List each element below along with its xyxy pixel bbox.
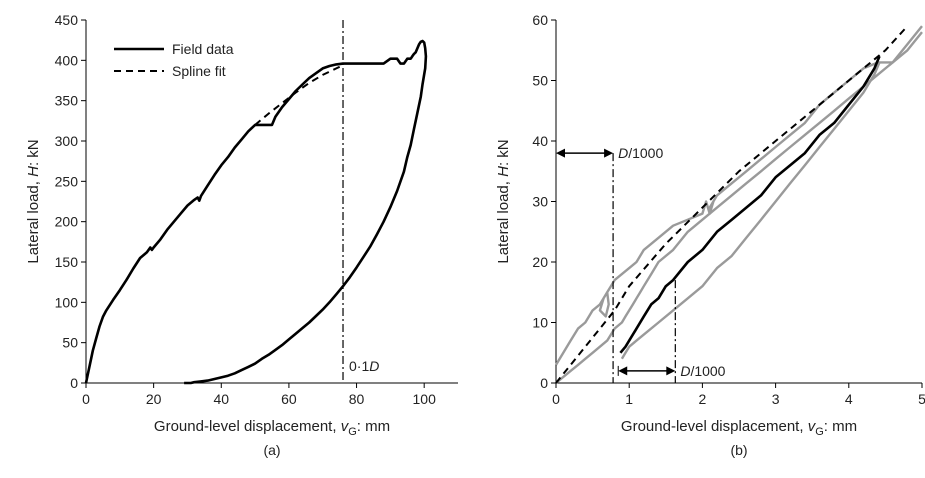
y-tick-label: 20 [532,254,548,270]
x-tick-label: 80 [349,391,365,407]
dimension-label-text: /1000 [690,363,725,379]
y-tick-label: 150 [55,254,79,270]
x-axis-label-subscript: G [348,426,357,438]
y-axis-label-text: Lateral load, [25,177,42,264]
arrow-head-right [604,148,614,158]
panel-a: 0 20 40 60 80 100 0 50 100 150 200 250 300 350 400 450 G… [25,12,458,458]
series-line-field-data [84,39,428,385]
x-tick-label: 20 [146,391,162,407]
arrow-head-left [618,366,628,376]
x-tick-label: 1 [625,391,633,407]
y-axis-label: Lateral load, H: kN [495,139,512,263]
series-line-gray-2 [620,61,881,360]
x-axis-label-subscript: G [815,426,824,438]
x-axis-label-variable: v [341,418,350,435]
legend-label: Spline fit [172,63,226,79]
dimension-label: D/1000 [618,145,663,161]
x-tick-label: 4 [845,391,853,407]
y-tick-label: 0 [540,375,548,391]
y-tick-label: 300 [55,133,79,149]
y-tick-label: 50 [532,73,548,89]
y-tick-label: 400 [55,52,79,68]
x-axis-label-text: Ground-level displacement, [621,418,808,435]
series-line-dashed-4 [555,25,909,384]
reference-line-label: 0·1D [349,358,379,374]
y-tick-label: 100 [55,294,79,310]
x-axis-label-text: Ground-level displacement, [154,418,341,435]
reference-line-label-text: 0·1 [349,358,369,374]
x-tick-label: 3 [772,391,780,407]
y-axis-label-text: Lateral load, [495,177,512,264]
panel-label: (a) [263,442,280,458]
x-axis-label-variable: v [808,418,817,435]
x-tick-label: 40 [213,391,229,407]
y-axis-label-variable: H [25,166,42,177]
y-tick-label: 350 [55,93,79,109]
dimension-label-variable: D [618,145,628,161]
dimension-label-variable: D [680,363,690,379]
series-line-spline-fit [254,64,344,126]
y-tick-label: 30 [532,194,548,210]
arrow-head-right [666,366,676,376]
x-axis-label-unit: : mm [824,418,857,435]
x-tick-label: 5 [918,391,925,407]
y-tick-label: 40 [532,133,548,149]
panel-label: (b) [730,442,747,458]
series-line-black-3 [619,55,881,354]
y-tick-label: 0 [70,375,78,391]
y-tick-label: 10 [532,315,548,331]
x-axis-label-unit: : mm [357,418,390,435]
dimension-label: D/1000 [680,363,725,379]
reference-line-label-variable: D [369,358,379,374]
y-tick-label: 50 [62,335,78,351]
x-axis-label: Ground-level displacement, vG: mm [621,418,857,438]
x-axis-label: Ground-level displacement, vG: mm [154,418,390,438]
legend-label: Field data [172,41,234,57]
y-tick-label: 250 [55,173,79,189]
y-tick-label: 450 [55,12,79,28]
y-axis-label-unit: : kN [25,139,42,166]
x-tick-label: 60 [281,391,297,407]
y-axis-label: Lateral load, H: kN [25,139,42,263]
x-tick-label: 100 [413,391,437,407]
y-tick-label: 60 [532,12,548,28]
x-tick-label: 0 [82,391,90,407]
arrow-head-left [556,148,565,158]
y-axis-label-variable: H [495,166,512,177]
dimension-label-text: /1000 [628,145,663,161]
x-tick-label: 0 [552,391,560,407]
y-tick-label: 200 [55,214,79,230]
x-tick-label: 2 [699,391,707,407]
y-axis-label-unit: : kN [495,139,512,166]
series-line-gray-1 [555,31,923,384]
